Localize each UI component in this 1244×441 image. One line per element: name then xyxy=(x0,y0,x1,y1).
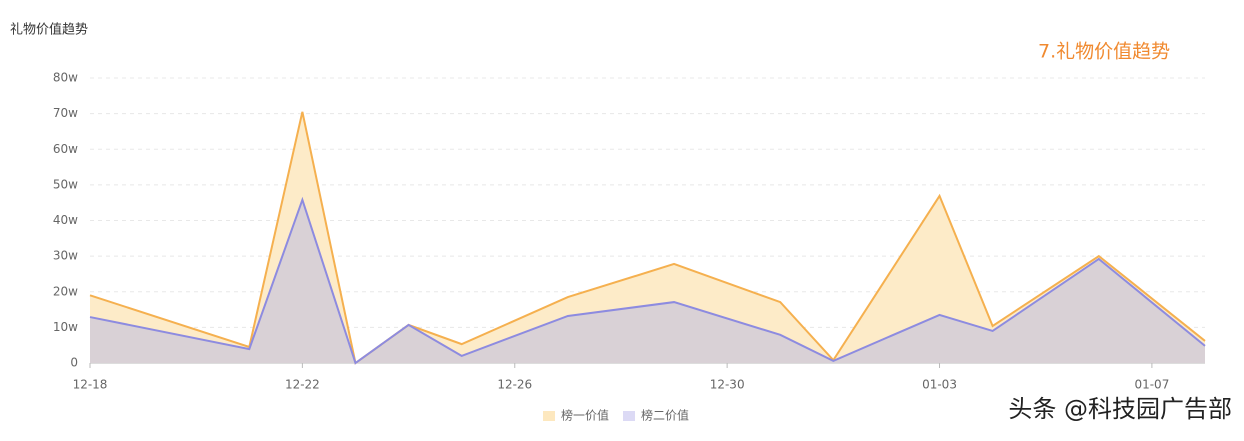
x-tick-label: 01-03 xyxy=(922,378,957,392)
y-tick-label: 80w xyxy=(53,71,78,85)
chart-title: 礼物价值趋势 xyxy=(10,22,88,38)
x-tick-label: 12-22 xyxy=(285,378,320,392)
line xyxy=(89,111,1206,365)
annotation: 7.礼物价值趋势 xyxy=(1038,41,1170,63)
area xyxy=(90,199,1205,363)
y-tick-label: 0 xyxy=(70,356,78,370)
y-tick-label: 60w xyxy=(53,142,78,156)
y-tick-label: 70w xyxy=(53,106,78,120)
x-tick-label: 12-30 xyxy=(710,378,745,392)
y-tick-label: 20w xyxy=(53,284,78,298)
y-tick-label: 30w xyxy=(53,249,78,263)
x-tick-label: 12-26 xyxy=(497,378,532,392)
legend-label: 榜一价值 xyxy=(561,408,609,423)
watermark: 头条 @科技园广告部 xyxy=(1008,395,1232,423)
legend-swatch xyxy=(543,411,555,421)
legend-swatch xyxy=(623,411,635,421)
x-tick-label: 12-18 xyxy=(73,378,108,392)
x-tick-label: 01-07 xyxy=(1134,378,1169,392)
y-tick-label: 50w xyxy=(53,177,78,191)
legend-label: 榜二价值 xyxy=(641,408,689,423)
area xyxy=(90,111,1205,363)
y-tick-label: 10w xyxy=(53,320,78,334)
line xyxy=(89,196,1206,365)
y-tick-label: 40w xyxy=(53,213,78,227)
